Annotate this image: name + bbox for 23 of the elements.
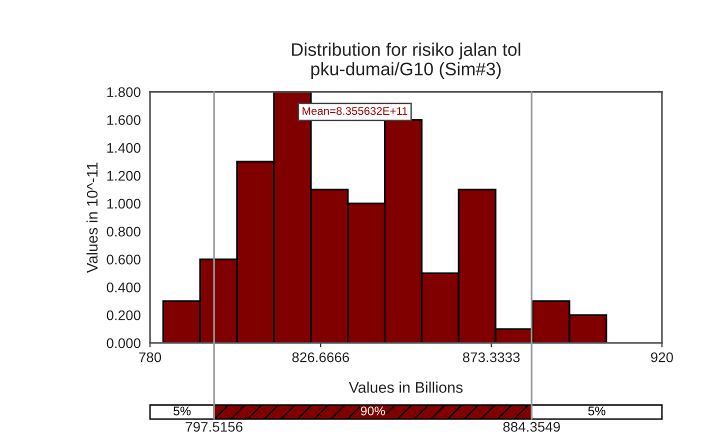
text: 5%: [588, 406, 606, 416]
x-tick-label: 920: [651, 352, 673, 362]
x-tick-label: 873.3333: [462, 352, 520, 362]
y-tick-label: 1.800: [107, 87, 140, 98]
y-tick-label: 0.400: [106, 282, 140, 292]
y-tick-label: 1.400: [107, 143, 140, 153]
y-axis-title: Values in 10^-11: [86, 162, 98, 273]
x-tick-label: 826.6666: [292, 352, 350, 362]
y-tick-label: 0.000: [106, 338, 140, 348]
ref-line-label: 797.5156: [186, 422, 242, 432]
ref-line-label: 884.3549: [503, 422, 560, 432]
y-tick-label: 0.200: [106, 310, 140, 320]
text: 5%: [174, 406, 191, 416]
x-axis-title: Values in Billions: [348, 382, 463, 393]
y-tick-label: 1.200: [107, 170, 140, 181]
chart-title: Distribution for risiko jalan tol pku-dumai/G10 (Sim#3): [292, 42, 520, 79]
annotation: Mean=8.355632E+11: [302, 107, 408, 115]
y-tick-label: 1.000: [107, 198, 140, 209]
y-tick-label: 0.600: [106, 254, 140, 264]
text: 90%: [360, 406, 385, 416]
x-tick-label: 780: [139, 352, 162, 362]
y-tick-label: 1.600: [107, 115, 140, 125]
y-tick-label: 0.800: [106, 226, 140, 237]
